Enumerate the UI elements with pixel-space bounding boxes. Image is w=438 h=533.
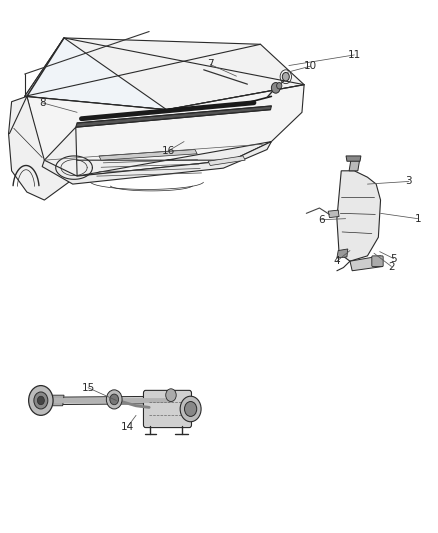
Polygon shape (99, 150, 197, 160)
Text: 14: 14 (121, 422, 134, 432)
Circle shape (272, 83, 280, 93)
Polygon shape (337, 249, 348, 258)
Polygon shape (25, 38, 166, 110)
Text: 2: 2 (388, 262, 395, 271)
Polygon shape (49, 395, 64, 406)
Polygon shape (38, 396, 173, 405)
Polygon shape (25, 38, 304, 110)
Text: 8: 8 (39, 98, 46, 108)
Polygon shape (350, 256, 383, 271)
Text: 10: 10 (304, 61, 317, 71)
Text: 6: 6 (318, 215, 325, 225)
Circle shape (277, 83, 282, 89)
Polygon shape (27, 85, 304, 176)
FancyBboxPatch shape (372, 256, 383, 266)
Circle shape (34, 392, 48, 409)
Polygon shape (76, 106, 272, 127)
Text: 16: 16 (162, 146, 175, 156)
Text: 7: 7 (207, 60, 214, 69)
Polygon shape (346, 156, 361, 161)
Polygon shape (349, 160, 360, 171)
Polygon shape (42, 142, 272, 184)
Circle shape (283, 72, 289, 81)
Circle shape (37, 396, 44, 405)
Circle shape (184, 401, 197, 416)
Text: 5: 5 (390, 254, 397, 263)
FancyBboxPatch shape (144, 390, 191, 427)
Text: 3: 3 (406, 176, 412, 187)
Polygon shape (208, 156, 245, 165)
Polygon shape (44, 142, 272, 176)
Circle shape (166, 389, 176, 401)
Text: 11: 11 (348, 50, 361, 60)
Circle shape (106, 390, 122, 409)
Polygon shape (328, 210, 339, 217)
Polygon shape (9, 96, 77, 200)
Polygon shape (337, 171, 381, 261)
Circle shape (110, 394, 119, 405)
Text: 4: 4 (334, 256, 340, 266)
Circle shape (28, 385, 53, 415)
Text: 1: 1 (414, 214, 421, 224)
Polygon shape (145, 392, 191, 426)
Circle shape (180, 396, 201, 422)
Text: 15: 15 (81, 383, 95, 393)
